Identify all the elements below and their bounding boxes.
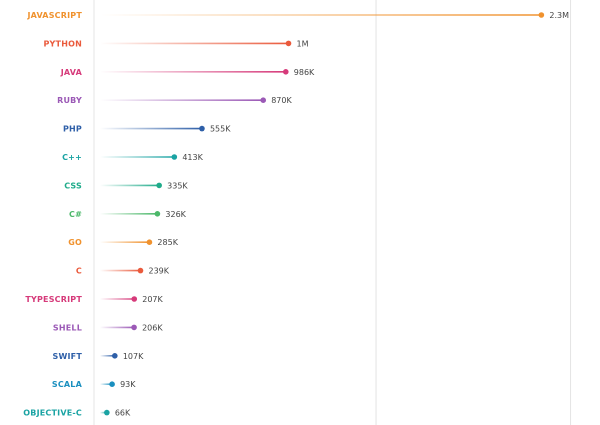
value-label-c: 239K [148, 267, 169, 276]
value-label-typescript: 207K [142, 295, 163, 304]
value-label-cplusplus: 413K [182, 153, 203, 162]
dot-swift [112, 353, 118, 359]
dot-java [282, 69, 289, 75]
dot-csharp [154, 211, 161, 217]
row-csharp: C# 326K [69, 210, 187, 219]
category-label-typescript: TYPESCRIPT [25, 295, 82, 304]
dot-scala [109, 381, 115, 388]
dot-typescript [131, 296, 138, 302]
row-cplusplus: C++ 413K [62, 153, 203, 162]
category-label-css: CSS [64, 181, 82, 190]
row-javascript: JAVASCRIPT 2.3M [26, 11, 569, 20]
row-shell: SHELL 206K [53, 323, 163, 332]
value-label-go: 285K [157, 238, 178, 247]
row-go: GO 285K [68, 238, 178, 247]
category-label-cplusplus: C++ [62, 153, 82, 162]
dot-ruby [260, 97, 267, 103]
category-label-csharp: C# [69, 210, 82, 219]
dot-css [156, 182, 162, 189]
chart-rows: JAVASCRIPT 2.3M PYTHON 1M JAVA 986K RUBY 870K PH… [23, 11, 569, 418]
row-c: C 239K [76, 267, 170, 276]
dot-objective-c [104, 409, 110, 416]
dot-cplusplus [171, 154, 178, 160]
grid-lines [93, 0, 572, 425]
category-label-scala: SCALA [52, 380, 83, 389]
value-label-swift: 107K [123, 352, 144, 361]
category-label-objective-c: OBJECTIVE-C [23, 409, 82, 418]
category-label-java: JAVA [60, 68, 83, 77]
dot-python [285, 40, 292, 47]
dot-php [199, 125, 205, 132]
category-label-shell: SHELL [53, 323, 82, 332]
value-label-css: 335K [167, 181, 188, 190]
dot-c [137, 267, 144, 274]
row-java: JAVA 986K [60, 68, 315, 77]
category-label-javascript: JAVASCRIPT [26, 11, 82, 20]
row-php: PHP 555K [63, 125, 231, 134]
row-css: CSS 335K [64, 181, 188, 190]
row-scala: SCALA 93K [52, 380, 136, 389]
category-label-php: PHP [63, 125, 82, 134]
category-label-python: PYTHON [43, 39, 82, 48]
dot-go [146, 239, 153, 245]
value-label-objective-c: 66K [115, 409, 131, 418]
value-label-java: 986K [294, 68, 315, 77]
category-label-swift: SWIFT [53, 352, 83, 361]
value-label-python: 1M [297, 39, 309, 48]
row-typescript: TYPESCRIPT 207K [25, 295, 163, 304]
row-swift: SWIFT 107K [53, 352, 145, 361]
row-ruby: RUBY 870K [57, 96, 292, 105]
value-label-javascript: 2.3M [549, 11, 569, 20]
category-label-c: C [76, 267, 82, 276]
row-objective-c: OBJECTIVE-C 66K [23, 409, 131, 418]
value-label-csharp: 326K [165, 210, 186, 219]
value-label-shell: 206K [142, 323, 163, 332]
value-label-scala: 93K [120, 380, 136, 389]
category-label-go: GO [68, 238, 82, 247]
value-label-ruby: 870K [271, 96, 292, 105]
value-label-php: 555K [210, 125, 231, 134]
row-python: PYTHON 1M [43, 39, 308, 48]
dot-shell [131, 324, 137, 331]
category-label-ruby: RUBY [57, 96, 82, 105]
dot-javascript [538, 12, 545, 18]
